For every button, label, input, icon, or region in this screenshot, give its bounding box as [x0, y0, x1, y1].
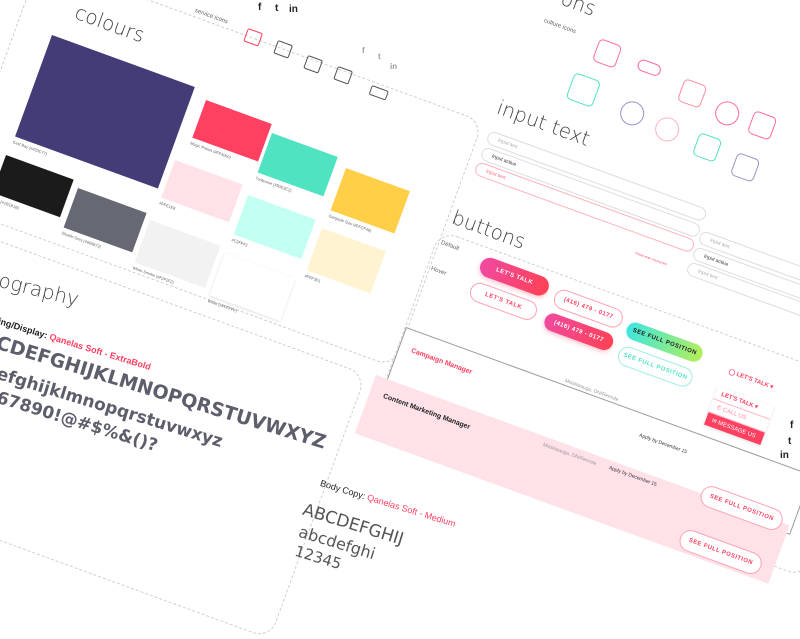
baby-icon — [651, 114, 683, 145]
facebook-icon-grey: f — [362, 46, 365, 55]
facebook-icon[interactable]: f — [790, 420, 794, 431]
lollipop-icon — [616, 98, 648, 129]
twitter-icon[interactable]: t — [275, 3, 279, 14]
dice-icon — [591, 38, 623, 69]
linkedin-icon-grey: in — [390, 62, 398, 71]
twitter-icon[interactable]: t — [788, 436, 792, 447]
linkedin-icon[interactable]: in — [289, 4, 298, 15]
job-title: Campaign Manager — [410, 347, 474, 377]
hotdog-icon — [635, 58, 663, 78]
linkedin-icon[interactable]: in — [780, 450, 789, 461]
cake-icon — [729, 152, 761, 183]
tooth-icon — [691, 132, 723, 163]
input-error-message: Please enter missing text — [634, 251, 668, 267]
icons-header: ons — [557, 0, 600, 21]
paw-icon — [711, 98, 743, 129]
culture-icons-label: culture icons — [542, 18, 577, 36]
certificate-icon — [565, 72, 602, 108]
dinosaur-icon — [746, 110, 778, 141]
twitter-icon-grey: t — [378, 52, 381, 61]
gavel-icon — [676, 78, 708, 109]
facebook-icon[interactable]: f — [258, 2, 262, 13]
